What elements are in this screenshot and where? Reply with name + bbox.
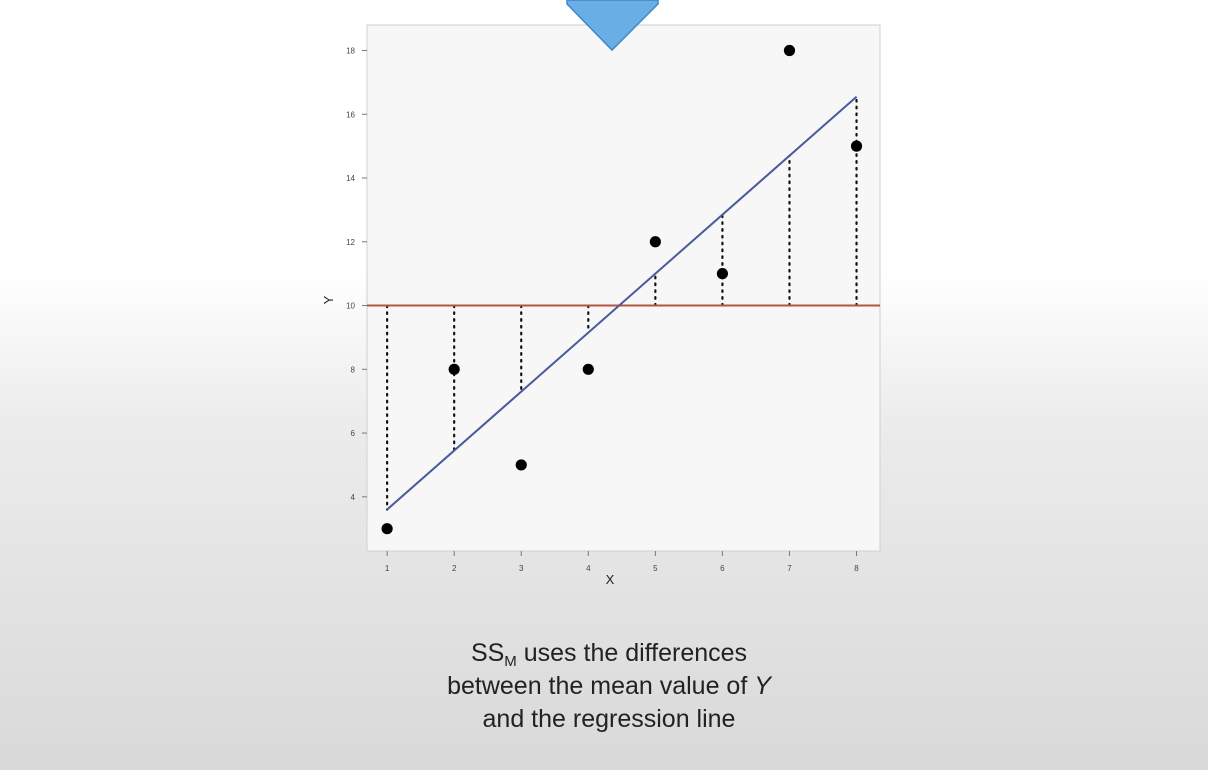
caption-line-2-text: between the mean value of: [447, 672, 755, 700]
y-tick-label-12: 12: [346, 238, 355, 247]
y-axis: 4 6 8 10 12 14 16 18: [346, 47, 367, 502]
x-tick-label-6: 6: [720, 564, 725, 573]
regression-line: [386, 95, 858, 511]
x-tick-label-3: 3: [519, 564, 524, 573]
y-tick-label-10: 10: [346, 302, 355, 311]
residual-lines: [386, 95, 858, 511]
caption-line-1-text: uses the differences: [516, 639, 748, 667]
x-tick-label-4: 4: [586, 564, 591, 573]
x-tick-label-8: 8: [854, 564, 859, 573]
x-tick-label-2: 2: [452, 564, 457, 573]
x-tick-label-1: 1: [385, 564, 390, 573]
data-point-1: [381, 523, 393, 535]
caption-line-3: and the regression line: [482, 705, 736, 733]
x-axis: 1 2 3 4 5 6 7 8: [385, 551, 859, 573]
data-point-7: [783, 44, 796, 57]
data-point-2: [448, 363, 460, 375]
y-tick-label-18: 18: [346, 47, 355, 56]
y-tick-label-16: 16: [346, 110, 355, 119]
data-point-4: [582, 363, 594, 375]
y-tick-label-14: 14: [346, 174, 355, 183]
y-axis-title: Y: [321, 295, 336, 304]
y-tick-label-6: 6: [351, 429, 356, 438]
x-tick-label-5: 5: [653, 564, 658, 573]
caption-y-variable: Y: [754, 672, 771, 700]
data-point-8: [850, 140, 863, 152]
x-axis-title: X: [606, 572, 615, 587]
slide-caption: SSM uses the differences between the mea…: [354, 637, 864, 736]
data-point-6: [716, 268, 729, 280]
caption-line-2: between the mean value of Y: [354, 670, 864, 703]
y-tick-label-8: 8: [351, 365, 356, 374]
plot-area: [366, 24, 881, 552]
ss-label: SS: [470, 639, 505, 667]
caption-line-1: SSM uses the differences: [354, 637, 864, 670]
data-point-5: [649, 236, 661, 248]
data-point-3: [515, 459, 527, 471]
data-points: [381, 44, 863, 535]
y-tick-label-4: 4: [351, 493, 356, 502]
x-tick-label-7: 7: [787, 564, 792, 573]
down-arrow-icon: [566, 0, 659, 52]
ss-subscript: M: [504, 653, 517, 670]
